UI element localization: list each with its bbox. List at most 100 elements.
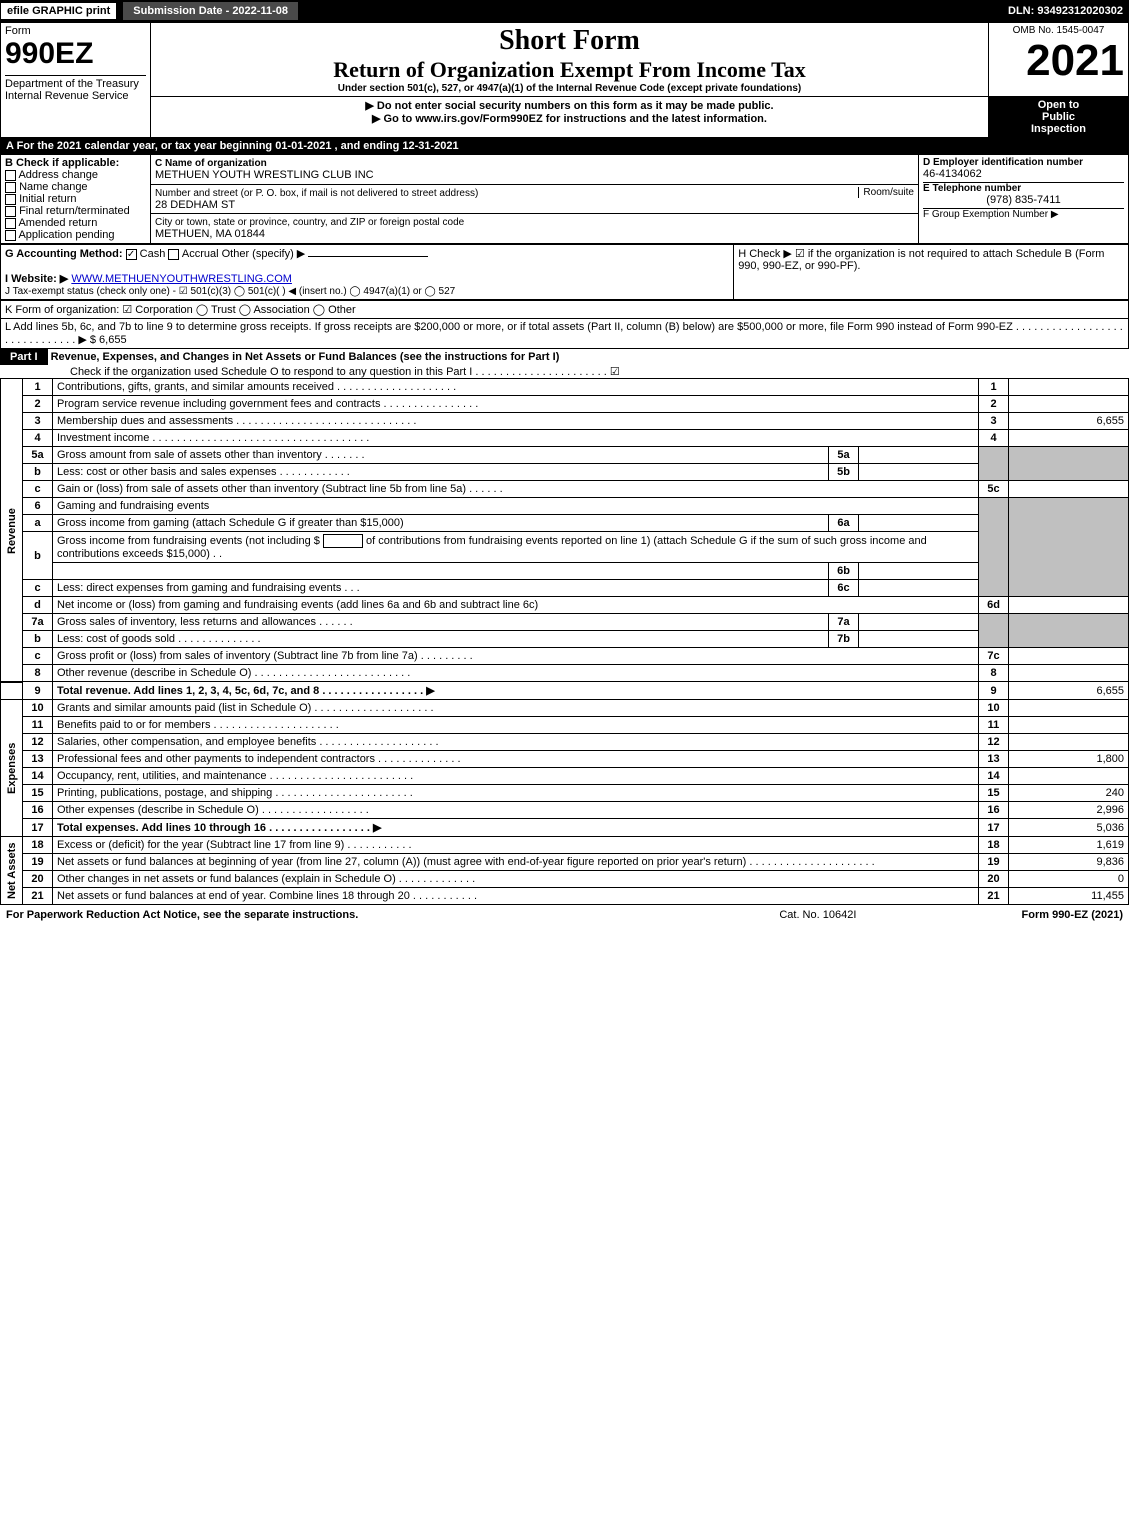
city-value: METHUEN, MA 01844	[155, 228, 265, 240]
line-13-desc: Professional fees and other payments to …	[53, 751, 979, 768]
line-6c-desc: Less: direct expenses from gaming and fu…	[53, 580, 829, 597]
section-h-cell: H Check ▶ ☑ if the organization is not r…	[734, 245, 1129, 300]
line-15-desc: Printing, publications, postage, and shi…	[53, 785, 979, 802]
line-4-rn: 4	[979, 430, 1009, 447]
section-l-cell: L Add lines 5b, 6c, and 7b to line 9 to …	[1, 319, 1129, 349]
line-3-desc: Membership dues and assessments . . . . …	[53, 413, 979, 430]
line-16-desc: Other expenses (describe in Schedule O) …	[53, 802, 979, 819]
section-b-cell: B Check if applicable: Address change Na…	[1, 155, 151, 244]
website-link[interactable]: WWW.METHUENYOUTHWRESTLING.COM	[71, 273, 292, 285]
line-15-amt: 240	[1009, 785, 1129, 802]
instructions-link[interactable]: ▶ Go to www.irs.gov/Form990EZ for instru…	[155, 112, 984, 125]
addr-change-checkbox[interactable]	[5, 170, 16, 181]
line-7b-desc: Less: cost of goods sold . . . . . . . .…	[53, 631, 829, 648]
title-cell: Short Form Return of Organization Exempt…	[151, 23, 989, 97]
pending-checkbox[interactable]	[5, 230, 16, 241]
line-2-desc: Program service revenue including govern…	[53, 396, 979, 413]
address-cell: Number and street (or P. O. box, if mail…	[151, 184, 919, 214]
line-6-shaded-amt	[1009, 498, 1129, 597]
line-1-num: 1	[23, 379, 53, 396]
accrual-checkbox[interactable]	[168, 249, 179, 260]
line-16-num: 16	[23, 802, 53, 819]
line-7-shaded-amt	[1009, 614, 1129, 648]
line-21-amt: 11,455	[1009, 888, 1129, 905]
line-8-amt	[1009, 665, 1129, 682]
line-5c-amt	[1009, 481, 1129, 498]
line-13-num: 13	[23, 751, 53, 768]
omb-number: OMB No. 1545-0047	[993, 25, 1124, 36]
room-label: Room/suite	[858, 187, 914, 198]
line-7b-boxamt	[859, 631, 979, 648]
line-20-amt: 0	[1009, 871, 1129, 888]
initial-return-checkbox[interactable]	[5, 194, 16, 205]
irs-label: Internal Revenue Service	[5, 90, 146, 102]
line-17-desc: Total expenses. Add lines 10 through 16 …	[53, 819, 979, 837]
line-18-desc: Excess or (deficit) for the year (Subtra…	[53, 837, 979, 854]
part1-title: Revenue, Expenses, and Changes in Net As…	[51, 351, 560, 363]
form-label: Form	[5, 25, 146, 37]
line-7a-box: 7a	[829, 614, 859, 631]
ssn-warning: ▶ Do not enter social security numbers o…	[155, 99, 984, 112]
line-10-amt	[1009, 700, 1129, 717]
line-5c-rn: 5c	[979, 481, 1009, 498]
line-6-shaded	[979, 498, 1009, 597]
cash-checkbox[interactable]: ✓	[126, 249, 137, 260]
line-6-desc: Gaming and fundraising events	[53, 498, 979, 515]
inspection: Inspection	[993, 123, 1124, 135]
line-6-num: 6	[23, 498, 53, 515]
expenses-vertical-label: Expenses	[1, 700, 23, 837]
line-17-num: 17	[23, 819, 53, 837]
short-form-title: Short Form	[155, 25, 984, 57]
line-5a-boxamt	[859, 447, 979, 464]
line-6c-box: 6c	[829, 580, 859, 597]
amended-checkbox[interactable]	[5, 218, 16, 229]
section-k-cell: K Form of organization: ☑ Corporation ◯ …	[1, 301, 1129, 319]
line-16-rn: 16	[979, 802, 1009, 819]
line-15-num: 15	[23, 785, 53, 802]
form-header-table: Form 990EZ Department of the Treasury In…	[0, 22, 1129, 138]
part1-check: Check if the organization used Schedule …	[0, 366, 620, 378]
line-5c-num: c	[23, 481, 53, 498]
line-4-amt	[1009, 430, 1129, 447]
line-16-amt: 2,996	[1009, 802, 1129, 819]
line-10-num: 10	[23, 700, 53, 717]
line-5b-boxamt	[859, 464, 979, 481]
website-label: I Website: ▶	[5, 273, 68, 285]
line-7a-num: 7a	[23, 614, 53, 631]
other-label: Other (specify) ▶	[222, 248, 306, 260]
line-6a-desc: Gross income from gaming (attach Schedul…	[53, 515, 829, 532]
line-12-amt	[1009, 734, 1129, 751]
efile-print-button[interactable]: efile GRAPHIC print	[0, 2, 117, 20]
footer-table: For Paperwork Reduction Act Notice, see …	[0, 905, 1129, 925]
line-6b-boxamt	[859, 563, 979, 580]
group-exemption-label: F Group Exemption Number ▶	[923, 208, 1124, 220]
amended-label: Amended return	[18, 217, 97, 229]
line-7c-desc: Gross profit or (loss) from sales of inv…	[53, 648, 979, 665]
line-11-amt	[1009, 717, 1129, 734]
section-g-cell: G Accounting Method: ✓ Cash Accrual Othe…	[1, 245, 734, 300]
line-9-amt: 6,655	[1009, 682, 1129, 700]
top-bar: efile GRAPHIC print Submission Date - 20…	[0, 0, 1129, 22]
tax-exempt-status: J Tax-exempt status (check only one) - ☑…	[5, 286, 455, 297]
line-4-num: 4	[23, 430, 53, 447]
line-2-num: 2	[23, 396, 53, 413]
line-11-num: 11	[23, 717, 53, 734]
line-5c-desc: Gain or (loss) from sale of assets other…	[53, 481, 979, 498]
accounting-table: G Accounting Method: ✓ Cash Accrual Othe…	[0, 244, 1129, 300]
submission-date: Submission Date - 2022-11-08	[123, 2, 298, 20]
org-info-table: B Check if applicable: Address change Na…	[0, 154, 1129, 244]
inspection-box: Open to Public Inspection	[989, 97, 1129, 138]
right-info-cell: D Employer identification number 46-4134…	[919, 155, 1129, 244]
netassets-vertical-label: Net Assets	[1, 837, 23, 905]
accrual-label: Accrual	[182, 248, 219, 260]
subtitle: Under section 501(c), 527, or 4947(a)(1)…	[155, 83, 984, 94]
cash-label: Cash	[140, 248, 166, 260]
form-id-cell: Form 990EZ Department of the Treasury In…	[1, 23, 151, 138]
line-2-rn: 2	[979, 396, 1009, 413]
form-ref: Form 990-EZ (2021)	[906, 907, 1127, 923]
tax-year: 2021	[993, 36, 1124, 86]
name-change-label: Name change	[19, 181, 88, 193]
name-change-checkbox[interactable]	[5, 182, 16, 193]
part1-header: Part I Revenue, Expenses, and Changes in…	[0, 349, 1129, 378]
final-return-checkbox[interactable]	[5, 206, 16, 217]
